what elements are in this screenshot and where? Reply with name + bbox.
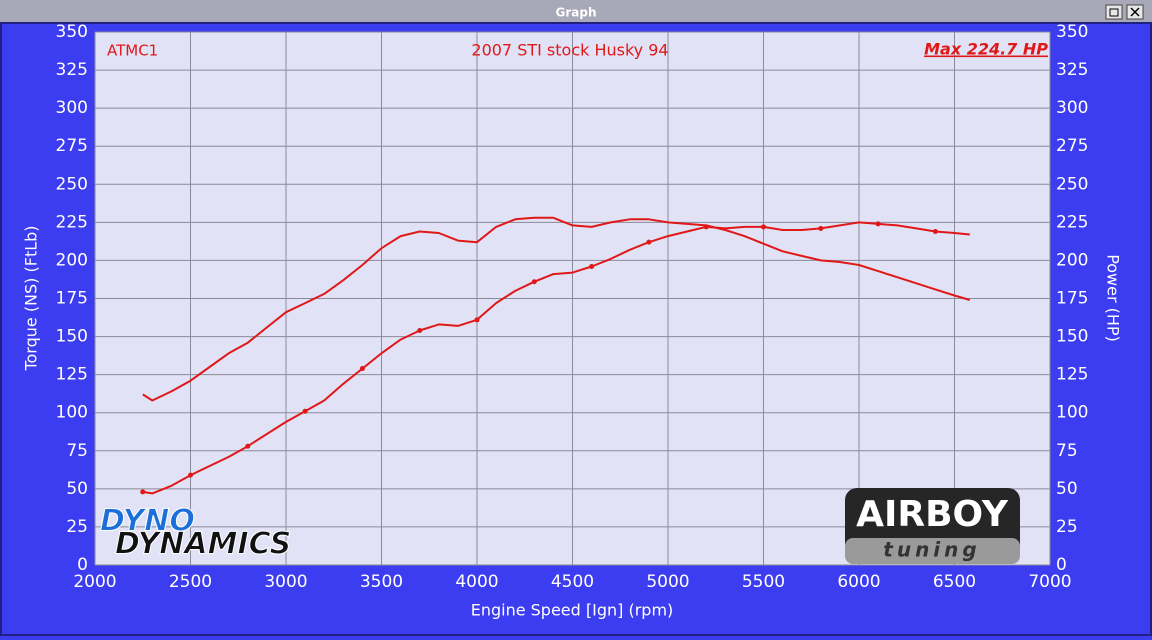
logo-dyno: DYNO — [100, 504, 195, 539]
curve-point — [531, 279, 537, 285]
x-tick-label: 4000 — [455, 572, 498, 592]
curve — [142, 216, 971, 402]
curve-point — [188, 472, 193, 478]
curve-point — [589, 264, 595, 270]
curve-point — [359, 366, 365, 372]
x-tick-label: 7000 — [1028, 572, 1071, 592]
y-tick-label: 175 — [56, 289, 88, 309]
curve-point — [302, 408, 308, 414]
y2-tick-label: 300 — [1056, 98, 1088, 118]
logo-airboy: AIRBOY — [856, 494, 1009, 535]
chart-title: 2007 STI stock Husky 94 — [471, 41, 668, 60]
curve — [142, 221, 970, 495]
curves — [140, 216, 971, 495]
curve-point — [703, 224, 709, 230]
curve-point — [140, 489, 146, 495]
y-tick-label: 25 — [66, 517, 88, 537]
x-tick-label: 6000 — [837, 572, 880, 592]
curve-point — [761, 224, 766, 230]
y-tick-label: 300 — [56, 98, 88, 118]
curve-point — [474, 317, 480, 323]
y-tick-label: 50 — [66, 479, 88, 499]
title-bar — [0, 0, 1152, 22]
curve-point — [417, 327, 423, 333]
y2-tick-label: 150 — [1056, 327, 1088, 347]
restore-icon — [1109, 8, 1119, 17]
x-tick-label: 5000 — [646, 572, 689, 592]
run-label: ATMC1 — [107, 42, 158, 60]
y-tick-label: 125 — [56, 365, 88, 385]
y2-tick-label: 275 — [1056, 136, 1088, 156]
curve-point — [818, 225, 824, 231]
y2-tick-label: 50 — [1056, 479, 1078, 499]
y-tick-label: 350 — [56, 22, 88, 42]
y-tick-label: 250 — [56, 174, 88, 194]
y2-tick-label: 250 — [1056, 174, 1088, 194]
y2-tick-label: 25 — [1056, 517, 1078, 537]
airboy-band — [845, 538, 1020, 564]
curve-point — [932, 228, 938, 234]
y-axis-label: Torque (NS) (FtLb) — [22, 225, 41, 371]
curve-point — [646, 239, 652, 245]
restore-button[interactable] — [1105, 4, 1123, 20]
y-tick-label: 150 — [56, 327, 88, 347]
y2-tick-label: 100 — [1056, 403, 1088, 423]
y-tick-label: 325 — [56, 60, 88, 80]
x-tick-label: 4500 — [551, 572, 594, 592]
x-tick-label: 2000 — [73, 572, 116, 592]
y2-tick-label: 175 — [1056, 289, 1088, 309]
y-tick-label: 200 — [56, 250, 88, 270]
y2-tick-label: 225 — [1056, 212, 1088, 232]
y2-tick-label: 350 — [1056, 22, 1088, 42]
window-border — [0, 22, 1152, 636]
y-tick-label: 275 — [56, 136, 88, 156]
y2-tick-label: 200 — [1056, 250, 1088, 270]
y2-axis-label: Power (HP) — [1104, 254, 1123, 342]
y2-tick-label: 325 — [1056, 60, 1088, 80]
x-tick-label: 6500 — [933, 572, 976, 592]
x-axis-label: Engine Speed [Ign] (rpm) — [471, 601, 674, 620]
curve-point — [245, 443, 251, 449]
y2-tick-label: 75 — [1056, 441, 1078, 461]
window-title: Graph — [556, 6, 597, 20]
close-icon — [1130, 7, 1140, 17]
curve-point — [875, 221, 881, 227]
y-tick-label: 100 — [56, 403, 88, 423]
x-tick-label: 3000 — [264, 572, 307, 592]
y2-tick-label: 125 — [1056, 365, 1088, 385]
x-tick-label: 3500 — [360, 572, 403, 592]
y-tick-label: 75 — [66, 441, 88, 461]
logo-dynamics: DYNAMICS — [115, 527, 291, 562]
grid — [94, 31, 1051, 566]
y-tick-label: 225 — [56, 212, 88, 232]
logo-tuning: tuning — [883, 538, 980, 562]
y-tick-label: 0 — [77, 555, 88, 575]
max-label: Max 224.7 HP — [924, 40, 1048, 59]
y2-tick-label: 0 — [1056, 555, 1067, 575]
x-tick-label: 2500 — [169, 572, 212, 592]
x-tick-label: 5500 — [742, 572, 785, 592]
